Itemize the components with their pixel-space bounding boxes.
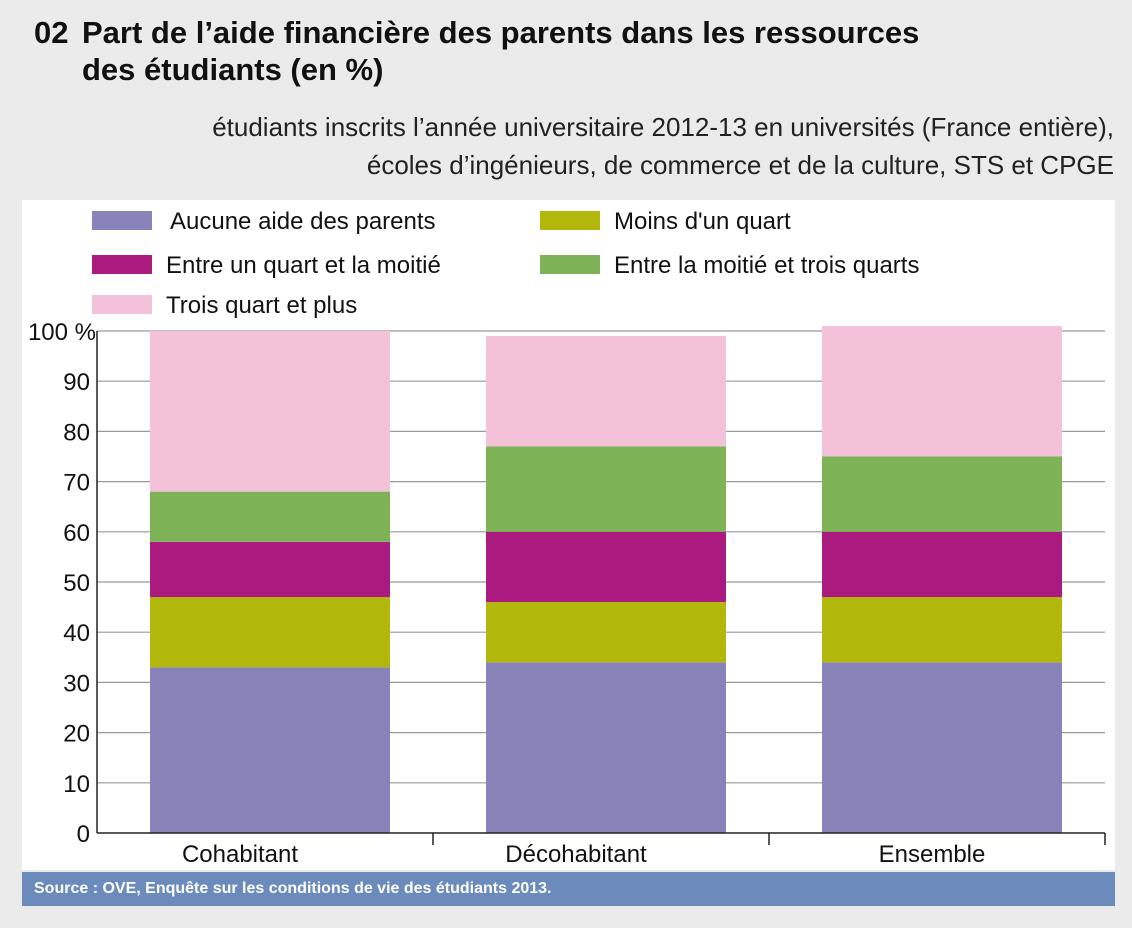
title-line2: des étudiants (en %)	[82, 52, 384, 87]
bar-segment	[486, 336, 726, 447]
chart-number: 02	[34, 15, 69, 50]
y-tick-label: 50	[63, 570, 90, 597]
y-tick-label: 60	[63, 520, 90, 547]
bar-segment	[822, 456, 1062, 532]
x-tick-label: Cohabitant	[182, 841, 298, 868]
chart-title: 02 Part de l’aide financière des parents …	[34, 14, 919, 52]
y-tick-label: 70	[63, 470, 90, 497]
y-tick-label: 90	[63, 369, 90, 396]
subtitle-line1: étudiants inscrits l’année universitaire…	[212, 112, 1114, 142]
bar-segment	[822, 662, 1062, 833]
bar-segment	[150, 491, 390, 542]
y-tick-label: 0	[77, 821, 90, 848]
legend-swatch	[92, 295, 152, 314]
y-tick-label: 20	[63, 721, 90, 748]
y-tick-label: 100 %	[28, 319, 96, 346]
legend-swatch	[92, 255, 152, 274]
x-tick-label: Ensemble	[879, 841, 986, 868]
bar-segment	[486, 602, 726, 663]
bar-segment	[150, 541, 390, 598]
subtitle-line2: écoles d’ingénieurs, de commerce et de l…	[366, 150, 1114, 180]
bar-segment	[822, 325, 1062, 457]
y-tick-label: 10	[63, 771, 90, 798]
bar-segment	[822, 597, 1062, 663]
y-tick-label: 40	[63, 620, 90, 647]
legend-swatch	[540, 211, 600, 230]
source-note: Source : OVE, Enquête sur les conditions…	[22, 872, 1115, 906]
bar-segment	[150, 597, 390, 668]
bar-segment	[486, 531, 726, 603]
bar-segment	[486, 662, 726, 833]
legend-label: Entre un quart et la moitié	[166, 252, 441, 279]
legend-label: Entre la moitié et trois quarts	[614, 252, 919, 279]
title-line1: Part de l’aide financière des parents da…	[82, 15, 920, 50]
legend-label: Aucune aide des parents	[170, 208, 436, 235]
subtitle: étudiants inscrits l’année universitaire…	[212, 108, 1114, 184]
legend-label: Moins d'un quart	[614, 208, 791, 235]
legend-label: Trois quart et plus	[166, 292, 357, 319]
x-tick-label: Décohabitant	[505, 841, 647, 868]
bar-segment	[822, 531, 1062, 598]
bar-segment	[486, 446, 726, 532]
bar-segment	[150, 331, 390, 492]
legend-swatch	[540, 255, 600, 274]
legend-swatch	[92, 211, 152, 230]
bar-segment	[150, 667, 390, 833]
y-tick-label: 30	[63, 670, 90, 697]
y-tick-label: 80	[63, 419, 90, 446]
